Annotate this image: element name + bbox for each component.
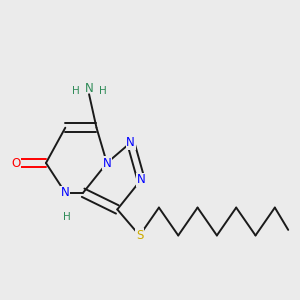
Text: H: H bbox=[72, 85, 80, 96]
Text: S: S bbox=[136, 229, 143, 242]
Text: O: O bbox=[12, 157, 21, 169]
Text: H: H bbox=[99, 85, 106, 96]
Text: N: N bbox=[103, 157, 111, 169]
Text: N: N bbox=[137, 173, 146, 186]
Text: N: N bbox=[126, 136, 135, 149]
Text: N: N bbox=[85, 82, 93, 95]
Text: N: N bbox=[61, 186, 70, 199]
Text: H: H bbox=[63, 212, 71, 222]
